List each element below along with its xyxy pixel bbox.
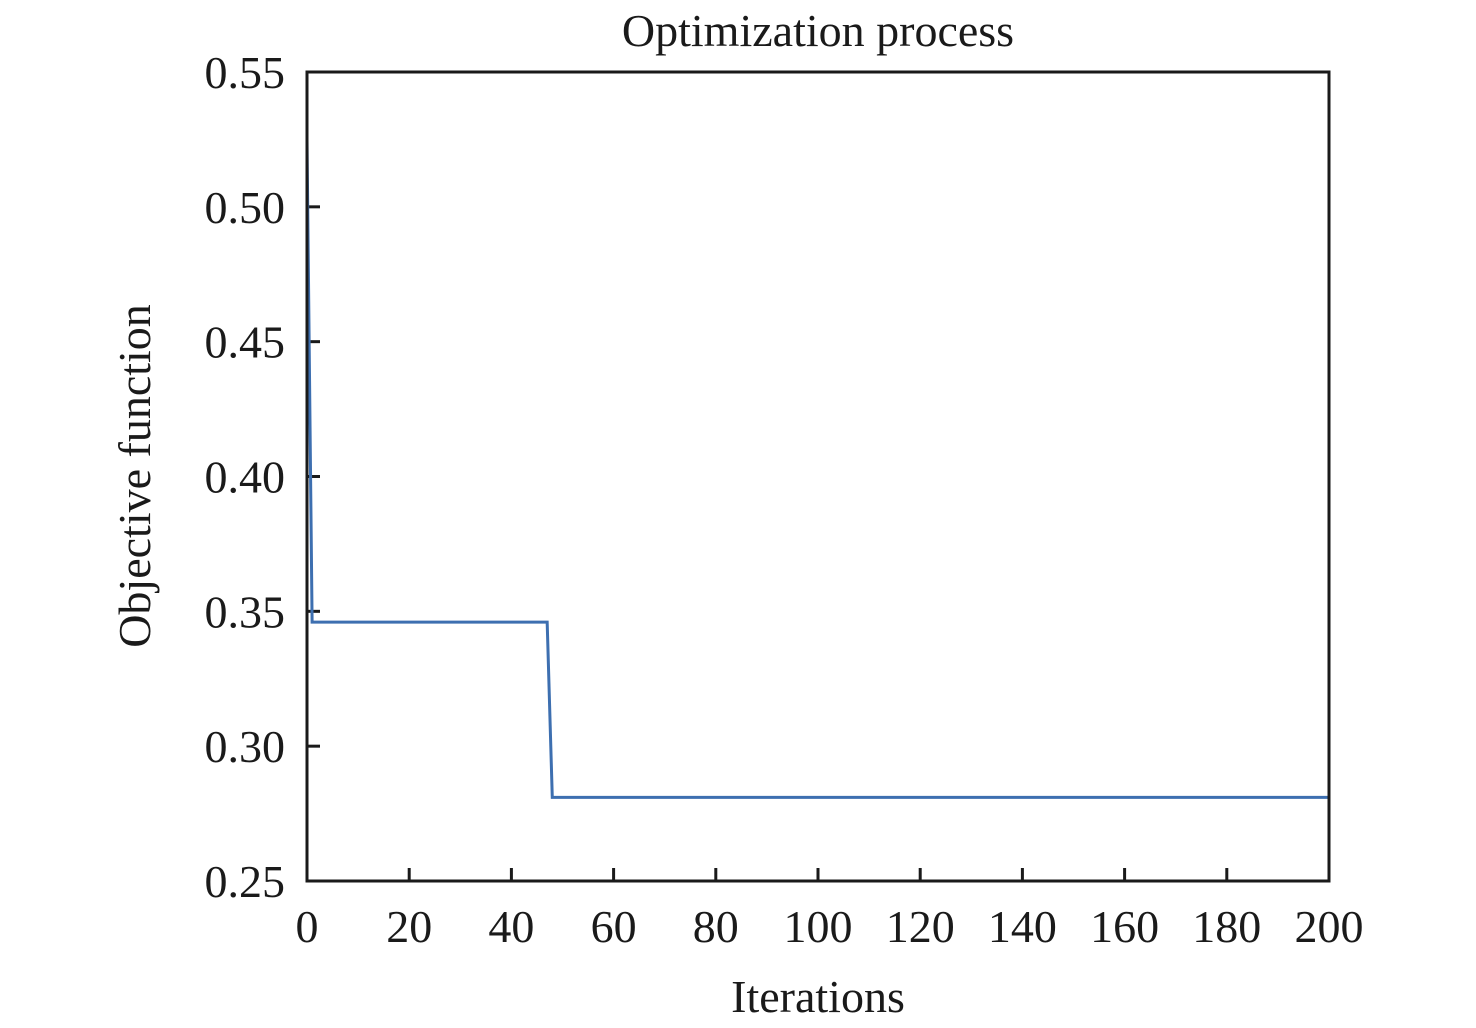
x-tick-label: 140 bbox=[988, 901, 1057, 952]
y-tick-label: 0.40 bbox=[205, 452, 286, 503]
x-tick-label: 20 bbox=[386, 901, 432, 952]
y-tick-label: 0.55 bbox=[205, 47, 286, 98]
y-tick-label: 0.50 bbox=[205, 182, 286, 233]
y-tick-label: 0.30 bbox=[205, 721, 286, 772]
x-tick-label: 160 bbox=[1090, 901, 1159, 952]
x-tick-label: 120 bbox=[886, 901, 955, 952]
y-tick-label: 0.25 bbox=[205, 856, 286, 907]
series-line-objective bbox=[305, 139, 1329, 799]
x-tick-label: 40 bbox=[488, 901, 534, 952]
y-axis-label: Objective function bbox=[109, 304, 160, 648]
x-tick-label: 60 bbox=[591, 901, 637, 952]
y-tick-label: 0.35 bbox=[205, 586, 286, 637]
x-tick-label: 200 bbox=[1295, 901, 1364, 952]
x-tick-label: 0 bbox=[296, 901, 319, 952]
x-tick-label: 80 bbox=[693, 901, 739, 952]
y-tick-label: 0.45 bbox=[205, 317, 286, 368]
x-axis-label: Iterations bbox=[731, 971, 905, 1022]
x-tick-label: 180 bbox=[1192, 901, 1261, 952]
plot-frame bbox=[305, 70, 1331, 883]
x-tick-label: 100 bbox=[784, 901, 853, 952]
chart-title: Optimization process bbox=[622, 5, 1014, 56]
